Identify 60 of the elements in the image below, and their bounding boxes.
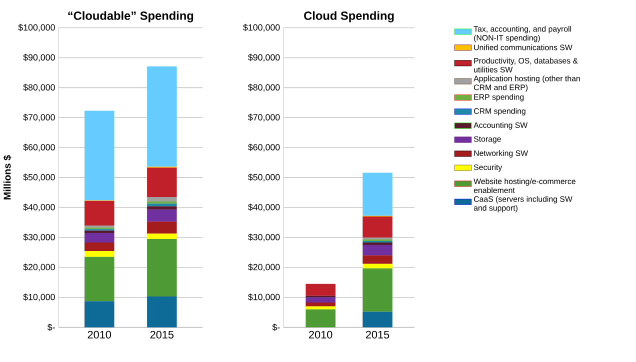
y-tick-label: $100,000	[243, 24, 280, 32]
y-tick-label: $30,000	[248, 234, 280, 242]
y-tick-label: $80,000	[23, 84, 55, 92]
y-tick-label: $40,000	[248, 204, 280, 212]
y-tick-label: $-	[272, 324, 280, 331]
x-tick-label: 2010	[309, 330, 332, 339]
y-tick-label: $50,000	[23, 174, 55, 182]
y-tick-label: $60,000	[248, 144, 280, 152]
bar	[84, 110, 114, 200]
bar	[84, 200, 114, 226]
y-tick-label: $20,000	[248, 264, 280, 272]
bar	[362, 255, 392, 264]
bar	[84, 225, 114, 228]
y-tick-label: $100,000	[18, 24, 55, 32]
bar	[362, 237, 392, 240]
bar	[84, 301, 114, 328]
bar	[84, 232, 114, 243]
bar	[147, 168, 177, 198]
bar	[362, 268, 392, 312]
y-tick-label: $10,000	[23, 293, 55, 302]
bar	[147, 296, 177, 328]
y-tick-label: $90,000	[248, 54, 280, 62]
bar	[306, 309, 336, 328]
bar	[147, 197, 177, 202]
y-tick-label: $10,000	[248, 293, 280, 302]
bar	[84, 256, 114, 302]
y-tick-label: $80,000	[248, 84, 280, 92]
bar	[147, 238, 177, 296]
bar	[362, 216, 392, 238]
y-tick-label: $-	[47, 324, 55, 331]
bar	[362, 244, 392, 256]
bar	[306, 284, 336, 296]
bar	[362, 172, 392, 216]
bar	[306, 297, 336, 302]
bar	[147, 210, 177, 222]
y-tick-label: $70,000	[23, 114, 55, 122]
y-tick-label: $20,000	[23, 264, 55, 272]
bar	[84, 242, 114, 251]
y-tick-label: $50,000	[248, 174, 280, 182]
bar	[147, 222, 177, 234]
y-axis-title: Millions $	[3, 155, 12, 200]
chart-title: “Cloudable” Spending	[68, 11, 194, 22]
bar	[147, 234, 177, 239]
bar	[147, 204, 177, 206]
x-tick-label: 2015	[150, 330, 174, 339]
y-tick-label: $40,000	[23, 204, 55, 212]
y-tick-label: $30,000	[23, 234, 55, 242]
y-tick-label: $60,000	[23, 144, 55, 152]
bar	[306, 306, 336, 310]
bar	[362, 312, 392, 328]
bar	[362, 264, 392, 268]
y-tick-label: $70,000	[248, 114, 280, 122]
x-tick-label: 2015	[366, 330, 390, 339]
y-tick-label: $90,000	[23, 54, 55, 62]
bar	[147, 206, 177, 210]
bar	[147, 66, 177, 167]
bar	[306, 302, 336, 306]
chart-title: Cloud Spending	[304, 11, 394, 22]
x-tick-label: 2010	[88, 330, 112, 339]
bar	[84, 250, 114, 257]
